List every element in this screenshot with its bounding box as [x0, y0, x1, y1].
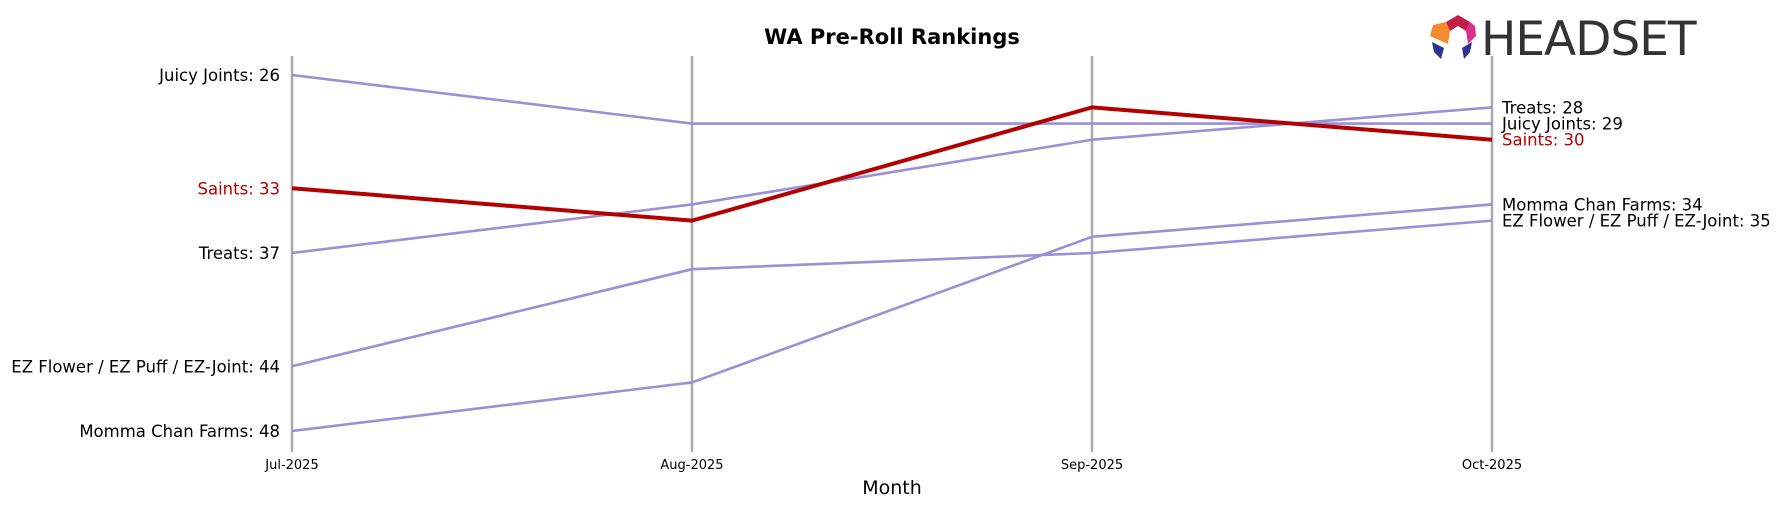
series-line-ez-flower-ez-puff-ez-joint	[291, 219, 1493, 368]
chart-title: WA Pre-Roll Rankings	[764, 25, 1020, 49]
end-label-juicy-joints: Juicy Joints: 29	[1501, 115, 1623, 134]
x-tick-jul-2025: Jul-2025	[264, 458, 318, 473]
series-line-juicy-joints	[291, 73, 1492, 125]
series-line-treats	[291, 106, 1493, 255]
end-label-saints: Saints: 30	[1502, 131, 1585, 150]
start-label-juicy-joints: Juicy Joints: 26	[158, 66, 280, 85]
start-label-treats: Treats: 37	[198, 244, 280, 263]
start-labels: Juicy Joints: 26 Saints: 33 Treats: 37 EZ F…	[11, 66, 280, 441]
start-label-saints: Saints: 33	[198, 179, 281, 198]
series-line-saints	[291, 105, 1493, 223]
headset-logo: HEADSET	[1430, 12, 1698, 67]
x-tick-aug-2025: Aug-2025	[660, 458, 723, 473]
x-tick-labels: Jul-2025 Aug-2025 Sep-2025 Oct-2025	[264, 458, 1522, 473]
headset-logo-icon	[1430, 15, 1476, 59]
start-label-momma-chan-farms: Momma Chan Farms: 48	[79, 422, 280, 441]
series-lines	[291, 73, 1493, 433]
x-tick-sep-2025: Sep-2025	[1061, 458, 1123, 473]
series-line-momma-chan-farms	[291, 203, 1493, 433]
headset-logo-text: HEADSET	[1481, 12, 1697, 67]
start-label-ez-flower-ez-puff-ez-joint: EZ Flower / EZ Puff / EZ-Joint: 44	[11, 357, 280, 376]
end-label-treats: Treats: 28	[1501, 98, 1583, 117]
end-label-ez-flower-ez-puff-ez-joint: EZ Flower / EZ Puff / EZ-Joint: 35	[1502, 212, 1771, 231]
end-label-momma-chan-farms: Momma Chan Farms: 34	[1502, 195, 1703, 214]
x-tick-oct-2025: Oct-2025	[1462, 458, 1522, 473]
x-axis-label: Month	[862, 477, 922, 499]
gridlines	[290, 56, 1494, 452]
